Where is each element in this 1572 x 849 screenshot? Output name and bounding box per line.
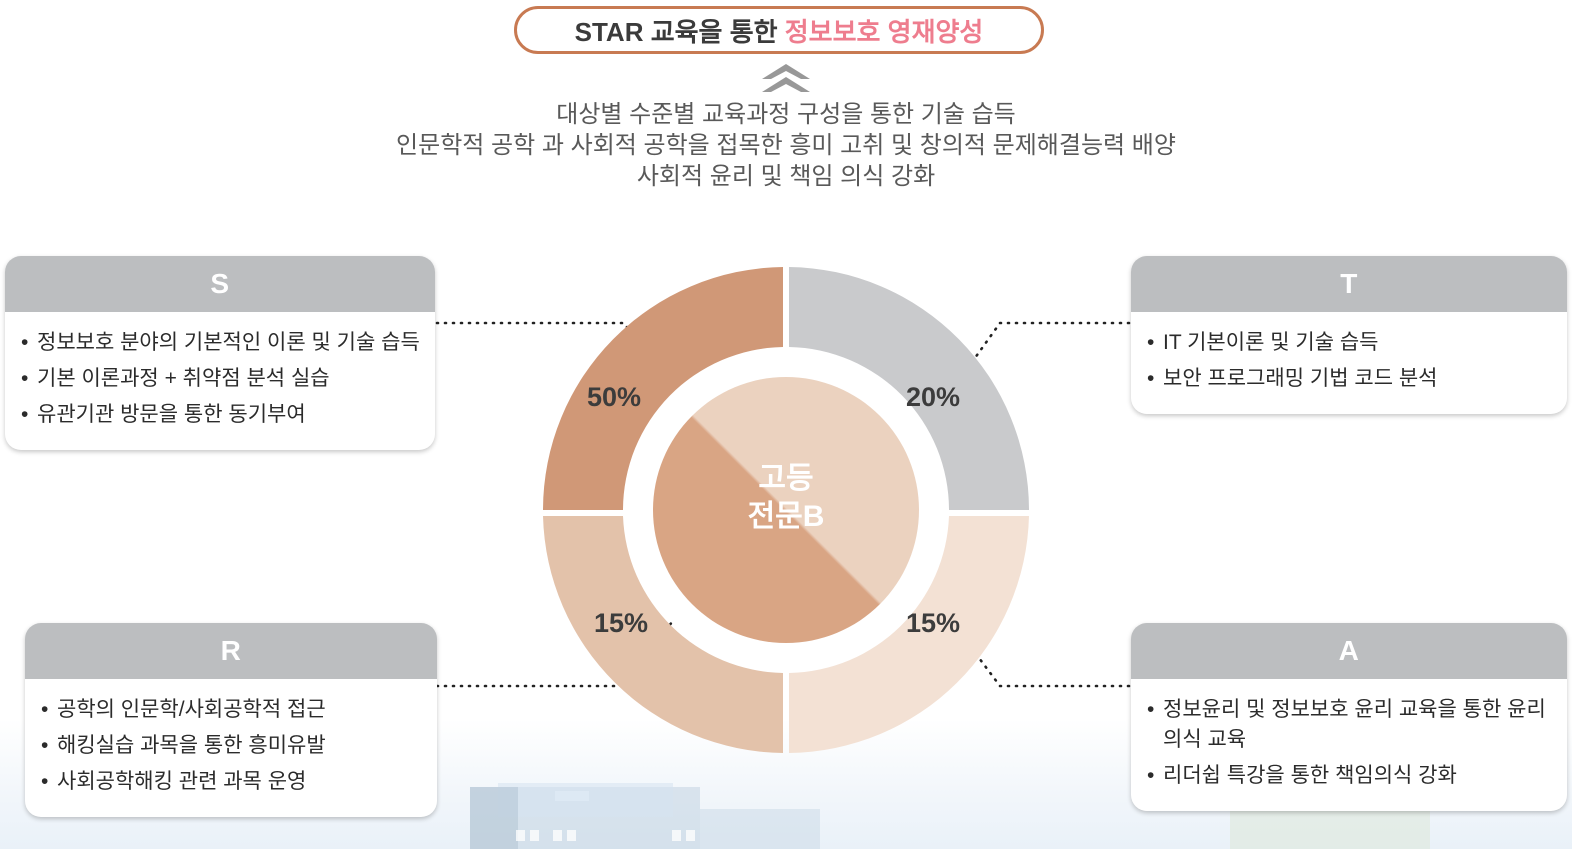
card-r-list: 공학의 인문학/사회공학적 접근 해킹실습 과목을 통한 흥미유발 사회공학해킹… <box>41 695 423 797</box>
photo-window <box>553 830 562 841</box>
card-a[interactable]: A 정보윤리 및 정보보호 윤리 교육을 통한 윤리의식 교육 리더쉽 특강을 … <box>1131 623 1567 811</box>
card-t-header: T <box>1131 256 1567 312</box>
donut-center-disc <box>653 377 919 643</box>
main-title-pill: STAR 교육을 통한 정보보호 영재양성 <box>514 6 1044 54</box>
photo-building <box>498 783 673 817</box>
card-r[interactable]: R 공학의 인문학/사회공학적 접근 해킹실습 과목을 통한 흥미유발 사회공학… <box>25 623 437 817</box>
card-t-list: IT 기본이론 및 기술 습득 보안 프로그래밍 기법 코드 분석 <box>1147 328 1553 394</box>
card-s-header: S <box>5 256 435 312</box>
photo-window <box>516 830 525 841</box>
photo-window <box>672 830 681 841</box>
photo-building <box>700 809 820 849</box>
list-item: 공학의 인문학/사회공학적 접근 <box>41 695 423 725</box>
subtitle-line-1: 대상별 수준별 교육과정 구성을 통한 기술 습득 <box>556 101 1016 128</box>
list-item: 정보윤리 및 정보보호 윤리 교육을 통한 윤리의식 교육 <box>1147 695 1553 755</box>
card-t-letter: T <box>1340 268 1358 299</box>
card-a-letter: A <box>1338 635 1360 666</box>
card-s-list: 정보보호 분야의 기본적인 이론 및 기술 습득 기본 이론과정 + 취약점 분… <box>21 328 421 430</box>
card-s-body: 정보보호 분야의 기본적인 이론 및 기술 습득 기본 이론과정 + 취약점 분… <box>5 312 435 450</box>
photo-building <box>470 787 700 849</box>
photo-window <box>530 830 539 841</box>
percent-label-r: 15% <box>594 608 649 638</box>
donut-segment-s <box>543 267 783 510</box>
card-t[interactable]: T IT 기본이론 및 기술 습득 보안 프로그래밍 기법 코드 분석 <box>1131 256 1567 414</box>
list-item: 정보보호 분야의 기본적인 이론 및 기술 습득 <box>21 328 421 358</box>
percent-label-s: 50% <box>587 382 642 412</box>
list-item: 유관기관 방문을 통한 동기부여 <box>21 400 421 430</box>
double-chevron-up-icon <box>762 64 810 92</box>
card-s[interactable]: S 정보보호 분야의 기본적인 이론 및 기술 습득 기본 이론과정 + 취약점… <box>5 256 435 450</box>
list-item: 사회공학해킹 관련 과목 운영 <box>41 767 423 797</box>
list-item: 보안 프로그래밍 기법 코드 분석 <box>1147 364 1553 394</box>
percent-label-t: 20% <box>906 382 961 412</box>
photo-building <box>470 787 518 849</box>
card-a-body: 정보윤리 및 정보보호 윤리 교육을 통한 윤리의식 교육 리더쉽 특강을 통한… <box>1131 679 1567 811</box>
list-item: 기본 이론과정 + 취약점 분석 실습 <box>21 364 421 394</box>
card-r-body: 공학의 인문학/사회공학적 접근 해킹실습 과목을 통한 흥미유발 사회공학해킹… <box>25 679 437 817</box>
subtitle-block: 대상별 수준별 교육과정 구성을 통한 기술 습득 인문학적 공학 과 사회적 … <box>0 99 1572 192</box>
card-a-header: A <box>1131 623 1567 679</box>
donut-segment-r <box>543 516 783 753</box>
donut-segment-a <box>789 516 1029 753</box>
list-item: 해킹실습 과목을 통한 흥미유발 <box>41 731 423 761</box>
title-text-highlight: 정보보호 영재양성 <box>784 16 984 47</box>
card-r-header: R <box>25 623 437 679</box>
photo-window <box>686 830 695 841</box>
subtitle-line-2: 인문학적 공학 과 사회적 공학을 접목한 흥미 고취 및 창의적 문제해결능력… <box>396 132 1176 159</box>
list-item: 리더쉽 특강을 통한 책임의식 강화 <box>1147 761 1553 791</box>
card-t-body: IT 기본이론 및 기술 습득 보안 프로그래밍 기법 코드 분석 <box>1131 312 1567 414</box>
photo-building <box>555 791 589 801</box>
card-a-list: 정보윤리 및 정보보호 윤리 교육을 통한 윤리의식 교육 리더쉽 특강을 통한… <box>1147 695 1553 791</box>
donut-segment-t <box>789 267 1029 510</box>
photo-window <box>567 830 576 841</box>
card-r-letter: R <box>220 635 242 666</box>
list-item: IT 기본이론 및 기술 습득 <box>1147 328 1553 358</box>
donut-chart <box>543 267 1029 753</box>
percent-label-a: 15% <box>906 608 961 638</box>
subtitle-line-3: 사회적 윤리 및 책임 의식 강화 <box>636 163 936 190</box>
card-s-letter: S <box>210 268 230 299</box>
title-text-plain: STAR 교육을 통한 <box>574 16 785 47</box>
